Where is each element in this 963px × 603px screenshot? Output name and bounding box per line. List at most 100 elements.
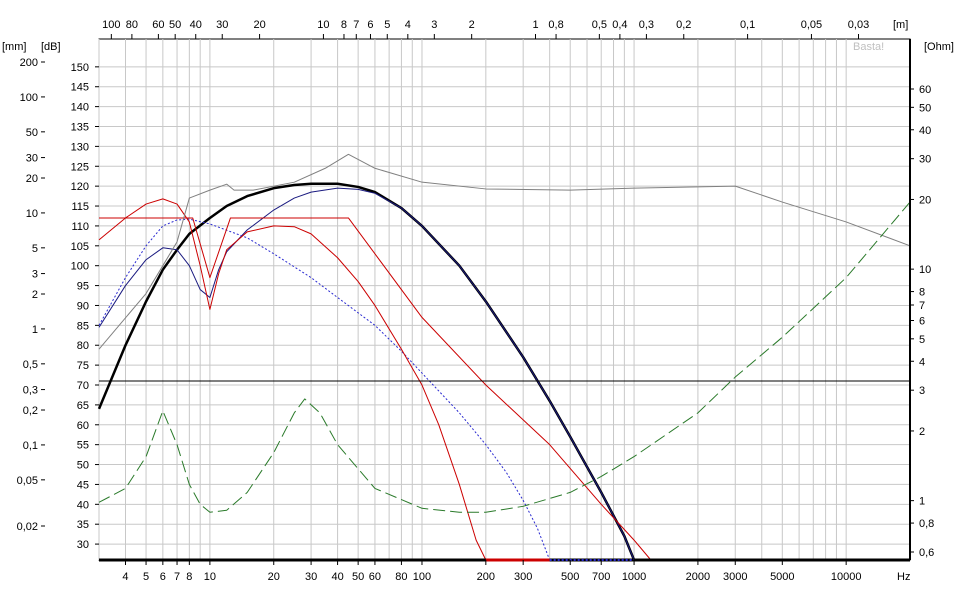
watermark: Basta! [853,41,884,53]
y-ohm-tick-label: 5 [919,334,925,346]
x-top-tick-label: 0,4 [612,19,627,31]
y-db-tick-label: 110 [71,221,89,233]
series-line [98,187,635,561]
x-tick-label: 10000 [831,571,862,583]
x-tick-label: 700 [592,571,610,583]
x-top-tick-label: 0,1 [740,19,755,31]
x-tick-label: 6 [160,571,166,583]
y-mm-tick-label: 0,3 [23,385,38,397]
y-ohm-tick-label: 4 [919,356,925,368]
x-top-tick-label: 40 [190,19,202,31]
y-ohm-tick-label: 7 [919,300,925,312]
y-mm-tick-label: 50 [26,127,38,139]
y-db-tick-label: 120 [71,181,89,193]
x-top-tick-label: 30 [216,19,228,31]
x-top-tick-label: 8 [341,19,347,31]
y-db-tick-label: 115 [71,201,89,213]
y-db-tick-label: 145 [71,82,89,94]
y-ohm-tick-label: 20 [919,194,931,206]
x-tick-label: 3000 [723,571,747,583]
y-db-tick-label: 75 [77,360,89,372]
x-tick-label: 60 [369,571,381,583]
y-db-tick-label: 135 [71,121,89,133]
x-tick-label: 80 [395,571,407,583]
y-db-tick-label: 125 [71,161,89,173]
y-db-tick-label: 65 [77,400,89,412]
y-ohm-tick-label: 60 [919,84,931,96]
x-tick-label: 200 [477,571,495,583]
y-db-tick-label: 80 [77,340,89,352]
y-ohm-tick-label: 1 [919,496,925,508]
y-db-tick-label: 90 [77,300,89,312]
y-mm-tick-label: 0,1 [23,440,38,452]
y-db-tick-label: 140 [71,102,89,114]
series-line [98,201,911,513]
x-top-tick-label: 100 [102,19,120,31]
y-db-tick-label: 40 [77,499,89,511]
x-top-tick-label: 0,2 [676,19,691,31]
y-mm-tick-label: 0,05 [17,475,38,487]
x-top-tick-label: 80 [126,19,138,31]
x-top-tick-label: 7 [353,19,359,31]
x-tick-label: 4 [122,571,128,583]
y-db-tick-label: 105 [71,241,89,253]
x-top-tick-label: 0,3 [639,19,654,31]
y-mm-tick-label: 5 [32,243,38,255]
x-tick-label: 1000 [622,571,646,583]
x-top-tick-label: 0,05 [801,19,822,31]
y-mm-tick-label: 2 [32,289,38,301]
y-mm-tick-label: 10 [26,208,38,220]
x-top-tick-label: 6 [367,19,373,31]
y-mm-tick-label: 0,5 [23,359,38,371]
y-mm-tick-label: 1 [32,324,38,336]
y-ohm-tick-label: 6 [919,316,925,328]
x-top-tick-label: 5 [384,19,390,31]
x-tick-label: 100 [413,571,431,583]
x-tick-label: 300 [514,571,532,583]
x-top-axis-label: [m] [893,19,908,31]
y-db-tick-label: 35 [77,519,89,531]
series-line [98,198,487,561]
x-tick-label: 30 [305,571,317,583]
y-ohm-axis-label: [Ohm] [924,41,954,53]
x-tick-label: 20 [268,571,280,583]
y-db-tick-label: 100 [71,261,89,273]
x-tick-label: 500 [561,571,579,583]
y-db-tick-label: 45 [77,479,89,491]
x-tick-label: 50 [352,571,364,583]
x-top-tick-label: 4 [405,19,411,31]
y-ohm-tick-label: 0,8 [919,518,934,530]
y-db-tick-label: 30 [77,539,89,551]
series-line [98,218,551,561]
y-ohm-tick-label: 8 [919,287,925,299]
x-top-tick-label: 3 [431,19,437,31]
y-ohm-tick-label: 40 [919,125,931,137]
axes-layer: 4 5 6 7 8 10 20 30 40 50 60 80 100 200 300 500 700 1000 20… [17,19,935,583]
y-mm-tick-label: 100 [20,92,38,104]
y-ohm-tick-label: 0,6 [919,547,934,559]
y-mm-tick-label: 30 [26,153,38,165]
x-top-tick-label: 10 [317,19,329,31]
x-top-tick-label: 50 [169,19,181,31]
x-top-tick-label: 60 [152,19,164,31]
x-tick-label: 2000 [686,571,710,583]
x-tick-label: 7 [174,571,180,583]
x-tick-label: 5 [143,571,149,583]
y-db-tick-label: 130 [71,141,89,153]
y-mm-axis-label: [mm] [2,41,26,53]
x-tick-label: 10 [204,571,216,583]
y-db-tick-label: 70 [77,380,89,392]
y-ohm-tick-label: 10 [919,264,931,276]
x-top-tick-label: 0,8 [548,19,563,31]
y-db-tick-label: 95 [77,281,89,293]
y-db-tick-label: 150 [71,62,89,74]
x-top-tick-label: 2 [469,19,475,31]
y-mm-tick-label: 20 [26,173,38,185]
x-tick-label: 8 [186,571,192,583]
y-db-axis-label: [dB] [41,41,61,53]
x-top-tick-label: 1 [532,19,538,31]
series-line [98,153,911,350]
x-top-tick-label: 0,03 [848,19,869,31]
x-top-tick-label: 0,5 [592,19,607,31]
